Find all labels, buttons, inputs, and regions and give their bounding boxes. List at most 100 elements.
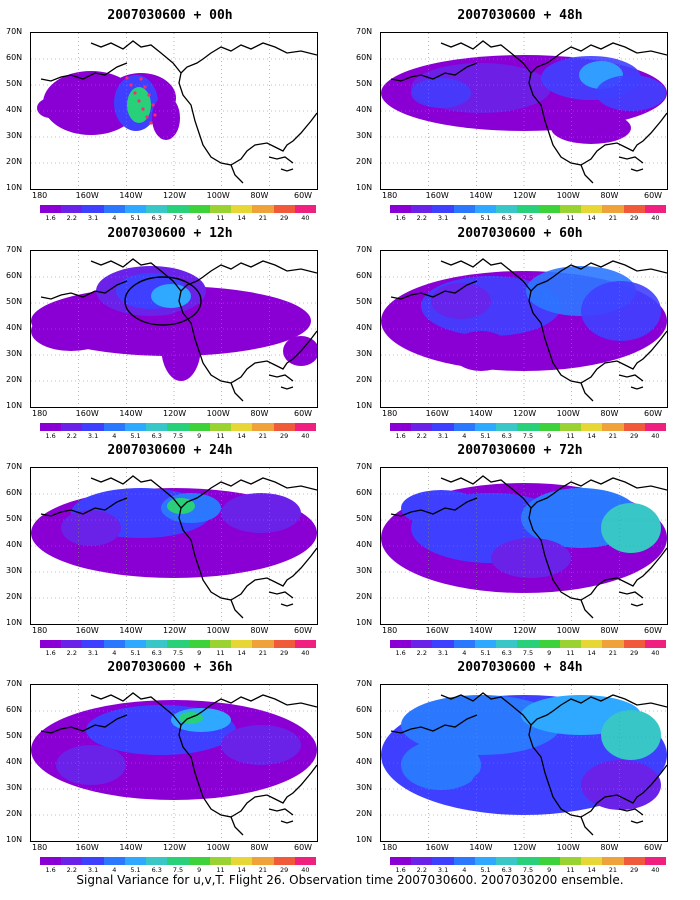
colorbar-swatch [432, 205, 454, 213]
colorbar-labels: 1.6 2.2 3.1 4 5.1 6.3 7.5 9 11 14 21 29 40 [40, 866, 316, 876]
colorbar-label: 5.1 [480, 866, 491, 874]
coastline [40, 714, 128, 734]
longitude-label: 120W [513, 409, 537, 418]
latitude-label: 10N [6, 401, 23, 410]
flight-track-point [153, 113, 157, 117]
coastline [618, 156, 644, 164]
variance-shading [411, 78, 471, 108]
figure-caption: Signal Variance for u,v,T. Flight 26. Ob… [76, 873, 624, 887]
variance-shading [581, 281, 661, 341]
colorbar-swatch [294, 205, 317, 213]
longitude-label: 160W [75, 626, 99, 635]
variance-shading [401, 740, 481, 790]
map-plot-area [380, 32, 668, 190]
colorbar-label: 21 [258, 214, 268, 222]
colorbar-swatch [40, 205, 62, 213]
coastline [180, 260, 317, 292]
panel-title: 2007030600 + 12h [107, 226, 233, 241]
colorbar-swatch [559, 205, 582, 213]
flight-track-point [147, 93, 151, 97]
longitude-label: 180 [32, 843, 48, 852]
coastline [440, 475, 594, 619]
coastline [280, 386, 294, 390]
colorbar-swatch [496, 205, 518, 213]
colorbar-swatch [124, 423, 147, 431]
longitude-label: 100W [556, 409, 580, 418]
latitude-label: 60N [356, 271, 373, 280]
coastline [530, 260, 667, 292]
colorbar-label: 9 [197, 432, 202, 440]
colorbar-labels: 1.6 2.2 3.1 4 5.1 6.3 7.5 9 11 14 21 29 40 [390, 649, 666, 659]
colorbar-swatch [82, 205, 104, 213]
colorbar-swatch [61, 205, 83, 213]
colorbar-label: 11 [216, 866, 225, 874]
colorbar-label: 40 [301, 214, 310, 222]
colorbar-label: 40 [651, 214, 660, 222]
longitude-label: 60W [294, 191, 313, 200]
colorbar-label: 4 [112, 214, 117, 222]
variance-shading [283, 336, 317, 366]
colorbar-swatch [559, 640, 582, 648]
variance-map [381, 33, 667, 189]
colorbar-swatch [474, 423, 497, 431]
latitude-label: 20N [6, 809, 23, 818]
latitude-label: 30N [356, 131, 373, 140]
latitude-label: 70N [6, 245, 23, 254]
colorbar-label: 29 [630, 432, 639, 440]
coastline [230, 764, 317, 818]
latitude-label: 40N [356, 105, 373, 114]
colorbar-swatch [453, 640, 475, 648]
coastline [580, 330, 667, 384]
flight-track-point [149, 121, 153, 125]
panel-title: 2007030600 + 84h [457, 660, 583, 675]
coastline [390, 62, 478, 82]
colorbar-swatch [167, 205, 189, 213]
coastline [580, 547, 667, 601]
coastline [180, 477, 317, 509]
map-panel: 2007030600 + 24h 70N 60N 50N 40N 30N 20N 10N 180… [0, 441, 340, 657]
colorbar-swatch [188, 205, 210, 213]
colorbar-label: 1.6 [395, 866, 406, 874]
colorbar-swatch [188, 423, 210, 431]
colorbar-swatch [124, 640, 147, 648]
variance-shading [601, 710, 661, 760]
latitude-label: 40N [6, 105, 23, 114]
variance-shading [127, 87, 151, 123]
colorbar-swatch [82, 857, 104, 865]
latitude-label: 60N [6, 271, 23, 280]
coastline [230, 330, 317, 384]
colorbar-swatch [453, 423, 475, 431]
latitude-label: 40N [6, 757, 23, 766]
colorbar-label: 4 [462, 649, 467, 657]
longitude-label: 140W [469, 191, 493, 200]
colorbar-swatch [453, 205, 475, 213]
colorbar-label: 3.1 [437, 649, 449, 657]
colorbar-label: 14 [587, 432, 596, 440]
latitude-label: 70N [6, 462, 23, 471]
colorbar-label: 21 [608, 214, 618, 222]
colorbar-label: 3.1 [87, 214, 99, 222]
coastline [530, 694, 667, 726]
latitude-label: 50N [6, 79, 23, 88]
latitude-label: 20N [356, 375, 373, 384]
colorbar-label: 3.1 [87, 432, 99, 440]
variance-shading [431, 283, 491, 319]
latitude-label: 60N [356, 488, 373, 497]
latitude-label: 50N [6, 514, 23, 523]
colorbar-swatch [231, 423, 253, 431]
map-plot-area [380, 684, 668, 842]
latitude-label: 70N [356, 245, 373, 254]
latitude-label: 10N [6, 183, 23, 192]
colorbar-labels: 1.6 2.2 3.1 4 5.1 6.3 7.5 9 11 14 21 29 40 [40, 649, 316, 659]
coastline [280, 168, 294, 172]
map-panel: 2007030600 + 60h 70N 60N 50N 40N 30N 20N 10N 180… [350, 224, 690, 440]
longitude-label: 180 [382, 843, 398, 852]
colorbar-swatch [146, 640, 168, 648]
colorbar-label: 6.3 [151, 214, 162, 222]
longitude-label: 100W [206, 409, 230, 418]
latitude-label: 10N [356, 401, 373, 410]
variance-map [381, 685, 667, 841]
colorbar-swatch [40, 640, 62, 648]
colorbar-swatch [61, 640, 83, 648]
colorbar-swatch [209, 857, 232, 865]
